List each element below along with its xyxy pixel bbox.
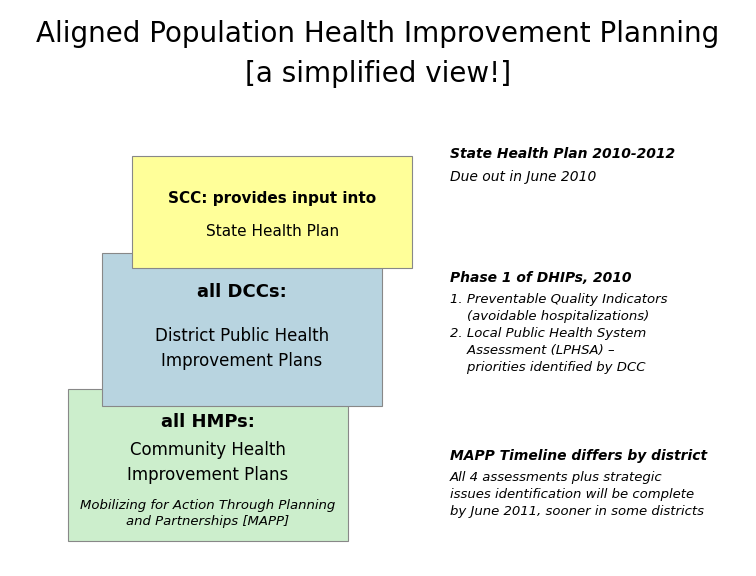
Text: Due out in June 2010: Due out in June 2010 bbox=[450, 170, 596, 184]
Text: all HMPs:: all HMPs: bbox=[161, 414, 255, 431]
Text: Mobilizing for Action Through Planning
and Partnerships [MAPP]: Mobilizing for Action Through Planning a… bbox=[80, 499, 336, 528]
Text: [a simplified view!]: [a simplified view!] bbox=[245, 60, 511, 89]
Text: Aligned Population Health Improvement Planning: Aligned Population Health Improvement Pl… bbox=[36, 20, 720, 48]
FancyBboxPatch shape bbox=[68, 389, 348, 541]
Text: Community Health
Improvement Plans: Community Health Improvement Plans bbox=[127, 441, 289, 484]
Text: District Public Health
Improvement Plans: District Public Health Improvement Plans bbox=[155, 327, 329, 370]
Text: MAPP Timeline differs by district: MAPP Timeline differs by district bbox=[450, 449, 707, 463]
Text: Phase 1 of DHIPs, 2010: Phase 1 of DHIPs, 2010 bbox=[450, 271, 631, 285]
Text: All 4 assessments plus strategic
issues identification will be complete
by June : All 4 assessments plus strategic issues … bbox=[450, 471, 704, 518]
Text: State Health Plan: State Health Plan bbox=[206, 225, 339, 240]
FancyBboxPatch shape bbox=[132, 156, 412, 268]
Text: SCC: provides input into: SCC: provides input into bbox=[168, 191, 376, 206]
Text: State Health Plan 2010-2012: State Health Plan 2010-2012 bbox=[450, 147, 675, 161]
Text: all DCCs:: all DCCs: bbox=[197, 283, 287, 301]
FancyBboxPatch shape bbox=[102, 253, 382, 406]
Text: 1. Preventable Quality Indicators
    (avoidable hospitalizations)
2. Local Publ: 1. Preventable Quality Indicators (avoid… bbox=[450, 293, 668, 374]
